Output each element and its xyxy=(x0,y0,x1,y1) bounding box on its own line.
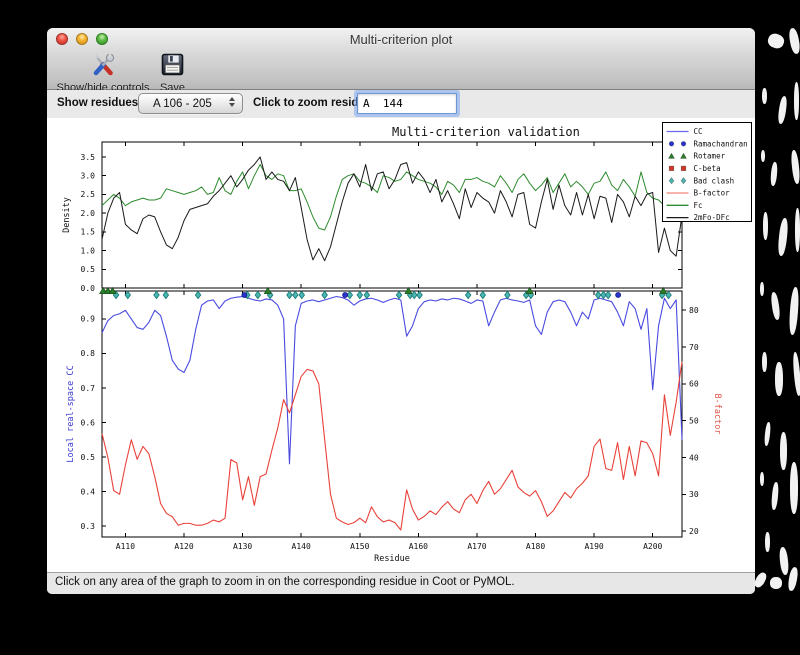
controls-bar: Show residues: A 106 - 205 Click to zoom… xyxy=(47,90,755,118)
svg-text:A170: A170 xyxy=(467,542,486,551)
save-icon xyxy=(159,51,186,81)
svg-text:0.7: 0.7 xyxy=(81,384,96,393)
svg-text:0.8: 0.8 xyxy=(81,349,96,358)
show-hide-controls-button[interactable]: Show/hide controls xyxy=(51,49,155,94)
svg-text:1.5: 1.5 xyxy=(81,228,96,237)
status-bar: Click on any area of the graph to zoom i… xyxy=(47,572,755,594)
svg-text:40: 40 xyxy=(689,453,699,462)
tools-icon xyxy=(90,51,117,81)
svg-text:Ramachandran: Ramachandran xyxy=(694,139,748,148)
svg-text:60: 60 xyxy=(689,380,699,389)
zoom-button[interactable] xyxy=(96,33,108,45)
residue-range-select[interactable]: A 106 - 205 xyxy=(138,93,243,114)
svg-text:0.4: 0.4 xyxy=(81,487,96,496)
svg-text:20: 20 xyxy=(689,527,699,536)
zoom-residue-label: Click to zoom residue: xyxy=(253,97,376,109)
svg-text:Local real-space CC: Local real-space CC xyxy=(66,365,76,462)
svg-text:0.9: 0.9 xyxy=(81,315,96,324)
svg-text:30: 30 xyxy=(689,490,699,499)
stepper-arrows-icon xyxy=(229,97,235,107)
svg-text:A200: A200 xyxy=(643,542,662,551)
svg-text:2mFo-DFc: 2mFo-DFc xyxy=(694,213,730,222)
svg-text:0.5: 0.5 xyxy=(81,453,96,462)
svg-text:70: 70 xyxy=(689,343,699,352)
svg-text:A190: A190 xyxy=(584,542,603,551)
svg-text:3.5: 3.5 xyxy=(81,153,96,162)
svg-text:0.6: 0.6 xyxy=(81,418,96,427)
svg-text:Rotamer: Rotamer xyxy=(694,152,726,161)
svg-text:Bad clash: Bad clash xyxy=(694,176,735,185)
svg-text:A150: A150 xyxy=(350,542,369,551)
svg-text:C-beta: C-beta xyxy=(694,164,721,173)
svg-text:2.0: 2.0 xyxy=(81,209,96,218)
svg-text:A120: A120 xyxy=(174,542,193,551)
svg-text:A160: A160 xyxy=(409,542,428,551)
app-window: Multi-criterion plot Show/hide controls xyxy=(47,28,755,594)
svg-text:A130: A130 xyxy=(233,542,252,551)
svg-text:80: 80 xyxy=(689,306,699,315)
residue-range-value: A 106 - 205 xyxy=(153,97,212,110)
svg-text:1.0: 1.0 xyxy=(81,246,96,255)
svg-text:3.0: 3.0 xyxy=(81,171,96,180)
close-button[interactable] xyxy=(56,33,68,45)
window-title: Multi-criterion plot xyxy=(349,32,453,47)
svg-text:Multi-criterion validation: Multi-criterion validation xyxy=(392,125,580,139)
svg-text:B-factor: B-factor xyxy=(712,394,722,435)
status-text: Click on any area of the graph to zoom i… xyxy=(55,576,515,588)
show-residues-label: Show residues: xyxy=(57,97,142,109)
svg-text:0.3: 0.3 xyxy=(81,522,96,531)
svg-text:CC: CC xyxy=(694,127,703,136)
zoom-residue-input[interactable] xyxy=(357,93,457,114)
svg-text:A180: A180 xyxy=(526,542,545,551)
svg-text:Density: Density xyxy=(62,197,72,233)
window-chrome: Multi-criterion plot Show/hide controls xyxy=(47,28,755,94)
minimize-button[interactable] xyxy=(76,33,88,45)
svg-text:B-factor: B-factor xyxy=(694,189,731,198)
svg-text:2.5: 2.5 xyxy=(81,190,96,199)
save-button[interactable]: Save xyxy=(155,49,190,94)
svg-text:0.5: 0.5 xyxy=(81,265,96,274)
svg-text:A110: A110 xyxy=(116,542,135,551)
svg-text:0.0: 0.0 xyxy=(81,284,96,293)
svg-text:A140: A140 xyxy=(292,542,311,551)
toolbar: Show/hide controls xyxy=(47,49,190,94)
figure-area: A110 A120 A130 A140 A150 A160 A170 A180 A190 A200… xyxy=(47,118,755,572)
multi-criterion-plot[interactable]: A110 A120 A130 A140 A150 A160 A170 A180 A190 A200… xyxy=(47,118,755,572)
svg-text:Fc: Fc xyxy=(694,201,703,210)
svg-text:50: 50 xyxy=(689,416,699,425)
svg-text:Residue: Residue xyxy=(374,554,410,564)
window-titlebar[interactable]: Multi-criterion plot xyxy=(47,28,755,50)
